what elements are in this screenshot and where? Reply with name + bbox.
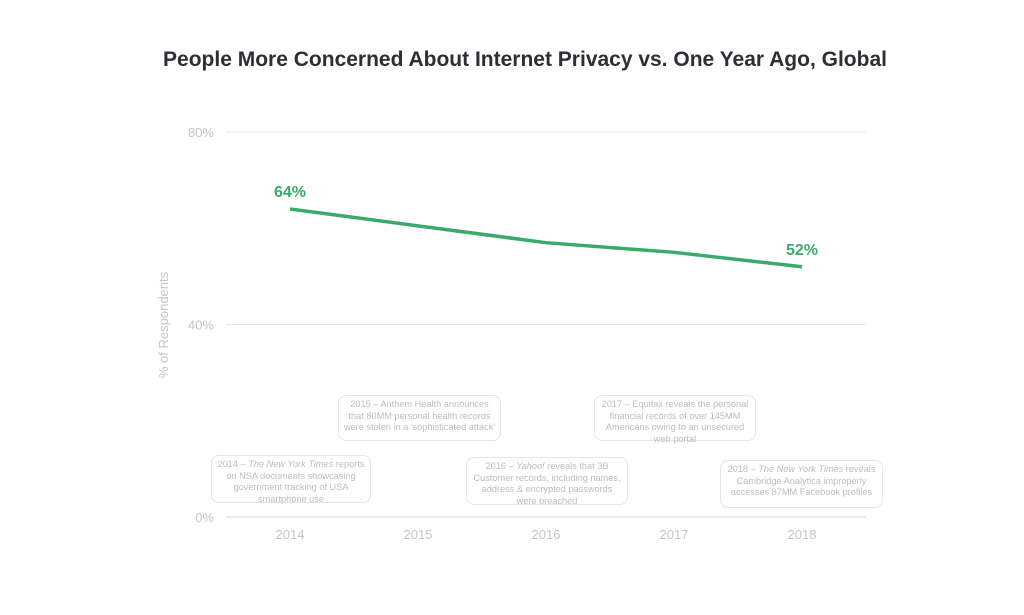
annotation-2015: 2015 – Anthem Health announces that 80MM… — [338, 395, 501, 441]
y-tick-label: 40% — [188, 318, 214, 333]
x-tick-label: 2015 — [404, 527, 433, 542]
annotation-2017: 2017 – Equifax reveals the personal fina… — [594, 395, 756, 444]
x-tick-label: 2018 — [788, 527, 817, 542]
annotation-text: 2017 – Equifax reveals the personal fina… — [601, 399, 749, 444]
annotation-text: reveals that 3B Customer records, includ… — [473, 461, 621, 506]
annotation-text: 2014 – — [217, 459, 249, 469]
annotation-text: reveals Cambridge Analytica improperly a… — [730, 464, 876, 497]
x-tick-label: 2014 — [276, 527, 305, 542]
data-label: 52% — [786, 242, 818, 259]
y-axis-label: % of Respondents — [156, 271, 171, 378]
x-tick-label: 2017 — [660, 527, 689, 542]
data-label: 64% — [274, 184, 306, 201]
y-tick-label: 0% — [195, 510, 214, 525]
annotation-text: The New York Times — [248, 459, 334, 469]
annotation-text: reports on NSA documents showcasing gove… — [226, 459, 365, 504]
annotation-2014: 2014 – The New York Times reports on NSA… — [211, 455, 371, 504]
annotation-text: Yahoo! — [516, 461, 545, 471]
annotation-text: 2016 – — [485, 461, 517, 471]
series-line — [289, 207, 803, 269]
annotation-text: 2018 – — [727, 464, 759, 474]
annotation-2016: 2016 – Yahoo! reveals that 3B Customer r… — [466, 457, 628, 506]
annotation-2018: 2018 – The New York Times reveals Cambri… — [720, 460, 883, 508]
chart-title: People More Concerned About Internet Pri… — [163, 48, 887, 71]
annotation-text: The New York Times — [758, 464, 844, 474]
annotation-text: 2015 – Anthem Health announces that 80MM… — [343, 399, 496, 432]
x-tick-label: 2016 — [532, 527, 561, 542]
y-tick-label: 80% — [188, 125, 214, 140]
